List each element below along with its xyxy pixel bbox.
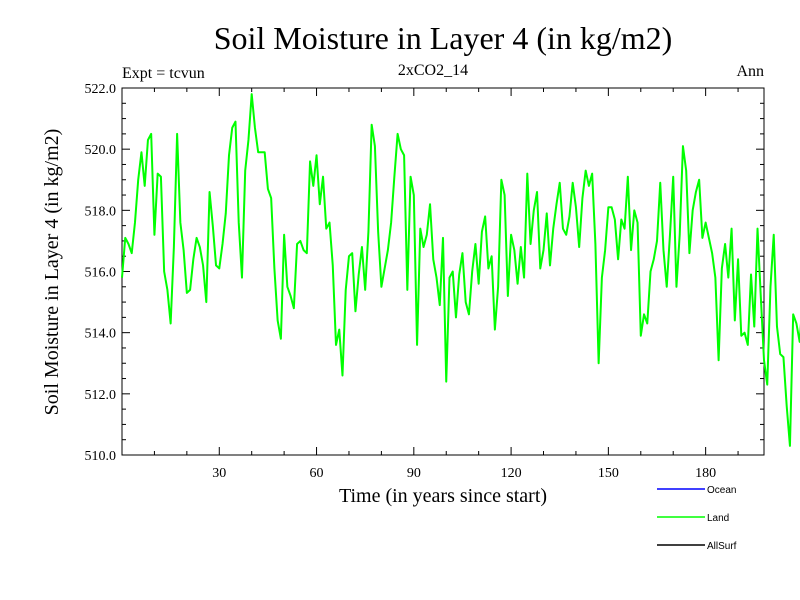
y-tick-label: 522.0 <box>85 82 117 97</box>
y-tick-label: 510.0 <box>85 449 117 464</box>
series-layer <box>121 93 800 447</box>
x-tick-label: 120 <box>501 466 522 481</box>
y-axis: 510.0 512.0 514.0 516.0 518.0 520.0 522.0 <box>85 82 764 464</box>
legend-label-land: Land <box>707 513 729 524</box>
x-tick-label: 60 <box>310 466 324 481</box>
chart-subtitle: 2xCO2_14 <box>398 62 468 79</box>
x-tick-label: 150 <box>598 466 619 481</box>
y-tick-label: 516.0 <box>85 266 117 281</box>
legend: Ocean Land AllSurf <box>657 485 737 552</box>
x-tick-label: 90 <box>407 466 421 481</box>
series-line-land <box>121 93 800 447</box>
y-tick-label: 518.0 <box>85 204 117 219</box>
period-label: Ann <box>736 63 764 80</box>
chart-title: Soil Moisture in Layer 4 (in kg/m2) <box>214 20 673 56</box>
x-tick-label: 30 <box>212 466 226 481</box>
experiment-label: Expt = tcvun <box>122 65 205 82</box>
y-axis-label: Soil Moisture in Layer 4 (in kg/m2) <box>41 129 63 416</box>
legend-label-allsurf: AllSurf <box>707 541 737 552</box>
x-tick-label: 180 <box>695 466 716 481</box>
y-tick-label: 520.0 <box>85 143 117 158</box>
y-tick-label: 512.0 <box>85 388 117 403</box>
x-axis: 30 60 90 120 150 180 <box>153 88 739 481</box>
legend-label-ocean: Ocean <box>707 485 736 496</box>
y-tick-label: 514.0 <box>85 327 117 342</box>
x-axis-label: Time (in years since start) <box>339 485 547 507</box>
